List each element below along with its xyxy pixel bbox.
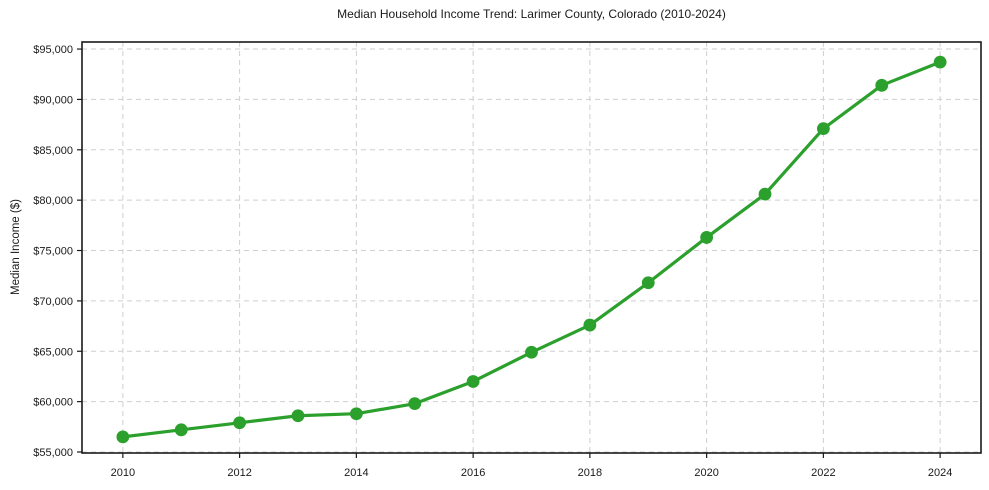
data-point-marker	[933, 55, 947, 69]
x-tick-label: 2024	[928, 467, 952, 479]
y-tick-label: $80,000	[33, 195, 73, 207]
y-tick-label: $85,000	[33, 145, 73, 157]
chart-title: Median Household Income Trend: Larimer C…	[337, 7, 726, 21]
y-tick-label: $90,000	[33, 94, 73, 106]
data-point-marker	[349, 407, 363, 421]
x-tick-label: 2020	[694, 467, 718, 479]
x-tick-label: 2016	[461, 467, 485, 479]
data-point-marker	[116, 430, 130, 444]
data-point-marker	[408, 397, 422, 411]
data-point-marker	[525, 345, 538, 359]
y-tick-label: $75,000	[33, 246, 73, 258]
data-point-marker	[700, 231, 714, 244]
data-point-marker	[641, 276, 655, 290]
y-tick-label: $65,000	[33, 346, 73, 358]
y-tick-label: $70,000	[33, 296, 73, 308]
y-tick-label: $60,000	[33, 397, 73, 409]
data-point-marker	[816, 122, 830, 136]
data-point-marker	[233, 416, 247, 430]
x-tick-label: 2018	[578, 467, 602, 479]
trend-line	[121, 60, 942, 439]
y-tick-label: $95,000	[33, 44, 73, 56]
data-point-marker	[758, 187, 772, 201]
x-tick-label: 2010	[111, 467, 135, 479]
plot-border	[81, 41, 982, 454]
x-tick-label: 2022	[811, 467, 835, 479]
data-point-marker	[583, 318, 597, 332]
data-point-marker	[291, 409, 305, 423]
data-point-marker	[466, 375, 480, 388]
y-tick-label: $55,000	[33, 447, 73, 459]
data-point-marker	[174, 423, 188, 437]
x-tick-label: 2014	[344, 467, 368, 479]
x-tick-label: 2012	[227, 467, 251, 479]
data-point-marker	[875, 78, 889, 92]
